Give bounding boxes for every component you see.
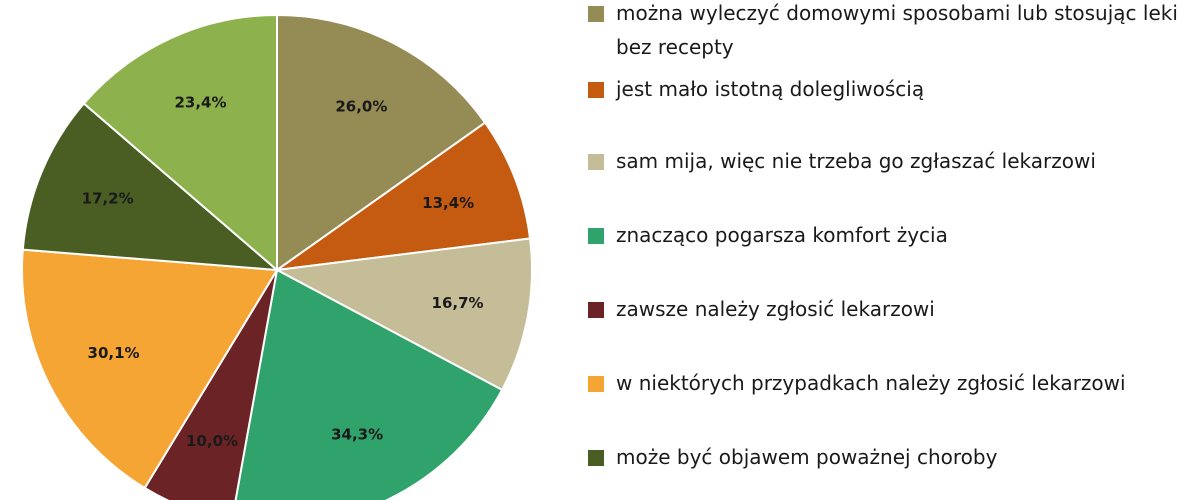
legend-swatch-3	[588, 154, 604, 170]
legend-label-5: zawsze należy zgłosić lekarzowi	[616, 297, 935, 321]
legend-item-1: można wyleczyć domowymi sposobami lub st…	[588, 0, 1196, 64]
pie-chart-area: 26,0% 13,4% 16,7% 34,3% 10,0% 30,1% 17,2% 23,4%	[0, 0, 560, 500]
legend-item-2: jest mało istotną dolegliwością	[588, 72, 1196, 106]
pie-data-label-4: 34,3%	[331, 426, 383, 444]
pie-data-labels: 26,0% 13,4% 16,7% 34,3% 10,0% 30,1% 17,2% 23,4%	[82, 94, 484, 451]
pie-slice-8	[82, 13, 278, 273]
legend-item-7: może być objawem poważnej choroby	[588, 440, 1196, 474]
legend-label-2: jest mało istotną dolegliwością	[616, 77, 925, 101]
pie-slice-2	[276, 121, 532, 271]
legend-swatch-1	[588, 6, 604, 22]
legend-label-1: można wyleczyć domowymi sposobami lub st…	[616, 1, 1178, 59]
legend-item-4: znacząco pogarsza komfort życia	[588, 218, 1196, 252]
legend-swatch-2	[588, 82, 604, 98]
legend-item-3: sam mija, więc nie trzeba go zgłaszać le…	[588, 144, 1196, 178]
legend-item-5: zawsze należy zgłosić lekarzowi	[588, 292, 1196, 326]
legend-label-4: znacząco pogarsza komfort życia	[616, 223, 948, 247]
legend-swatch-7	[588, 450, 604, 466]
legend-swatch-5	[588, 302, 604, 318]
legend-item-6: w niektórych przypadkach należy zgłosić …	[588, 366, 1196, 400]
pie-data-label-6: 30,1%	[88, 344, 140, 362]
pie-slice-1	[276, 13, 487, 272]
pie-data-label-8: 23,4%	[174, 94, 226, 112]
pie-data-label-2: 13,4%	[422, 194, 474, 212]
pie-chart: 26,0% 13,4% 16,7% 34,3% 10,0% 30,1% 17,2% 23,4%	[21, 13, 533, 500]
pie-data-label-7: 17,2%	[82, 190, 134, 208]
legend-label-7: może być objawem poważnej choroby	[616, 445, 998, 469]
pie-data-label-5: 10,0%	[186, 432, 238, 450]
pie-slices	[21, 13, 533, 500]
pie-slice-6	[21, 248, 279, 490]
legend-swatch-6	[588, 376, 604, 392]
pie-data-label-1: 26,0%	[335, 97, 387, 115]
pie-data-label-3: 16,7%	[432, 294, 484, 312]
pie-slice-4	[234, 268, 504, 500]
legend-label-3: sam mija, więc nie trzeba go zgłaszać le…	[616, 149, 1096, 173]
pie-slice-3	[273, 237, 533, 392]
legend-label-6: w niektórych przypadkach należy zgłosić …	[616, 371, 1126, 395]
pie-slice-7	[21, 102, 280, 272]
legend-swatch-4	[588, 228, 604, 244]
